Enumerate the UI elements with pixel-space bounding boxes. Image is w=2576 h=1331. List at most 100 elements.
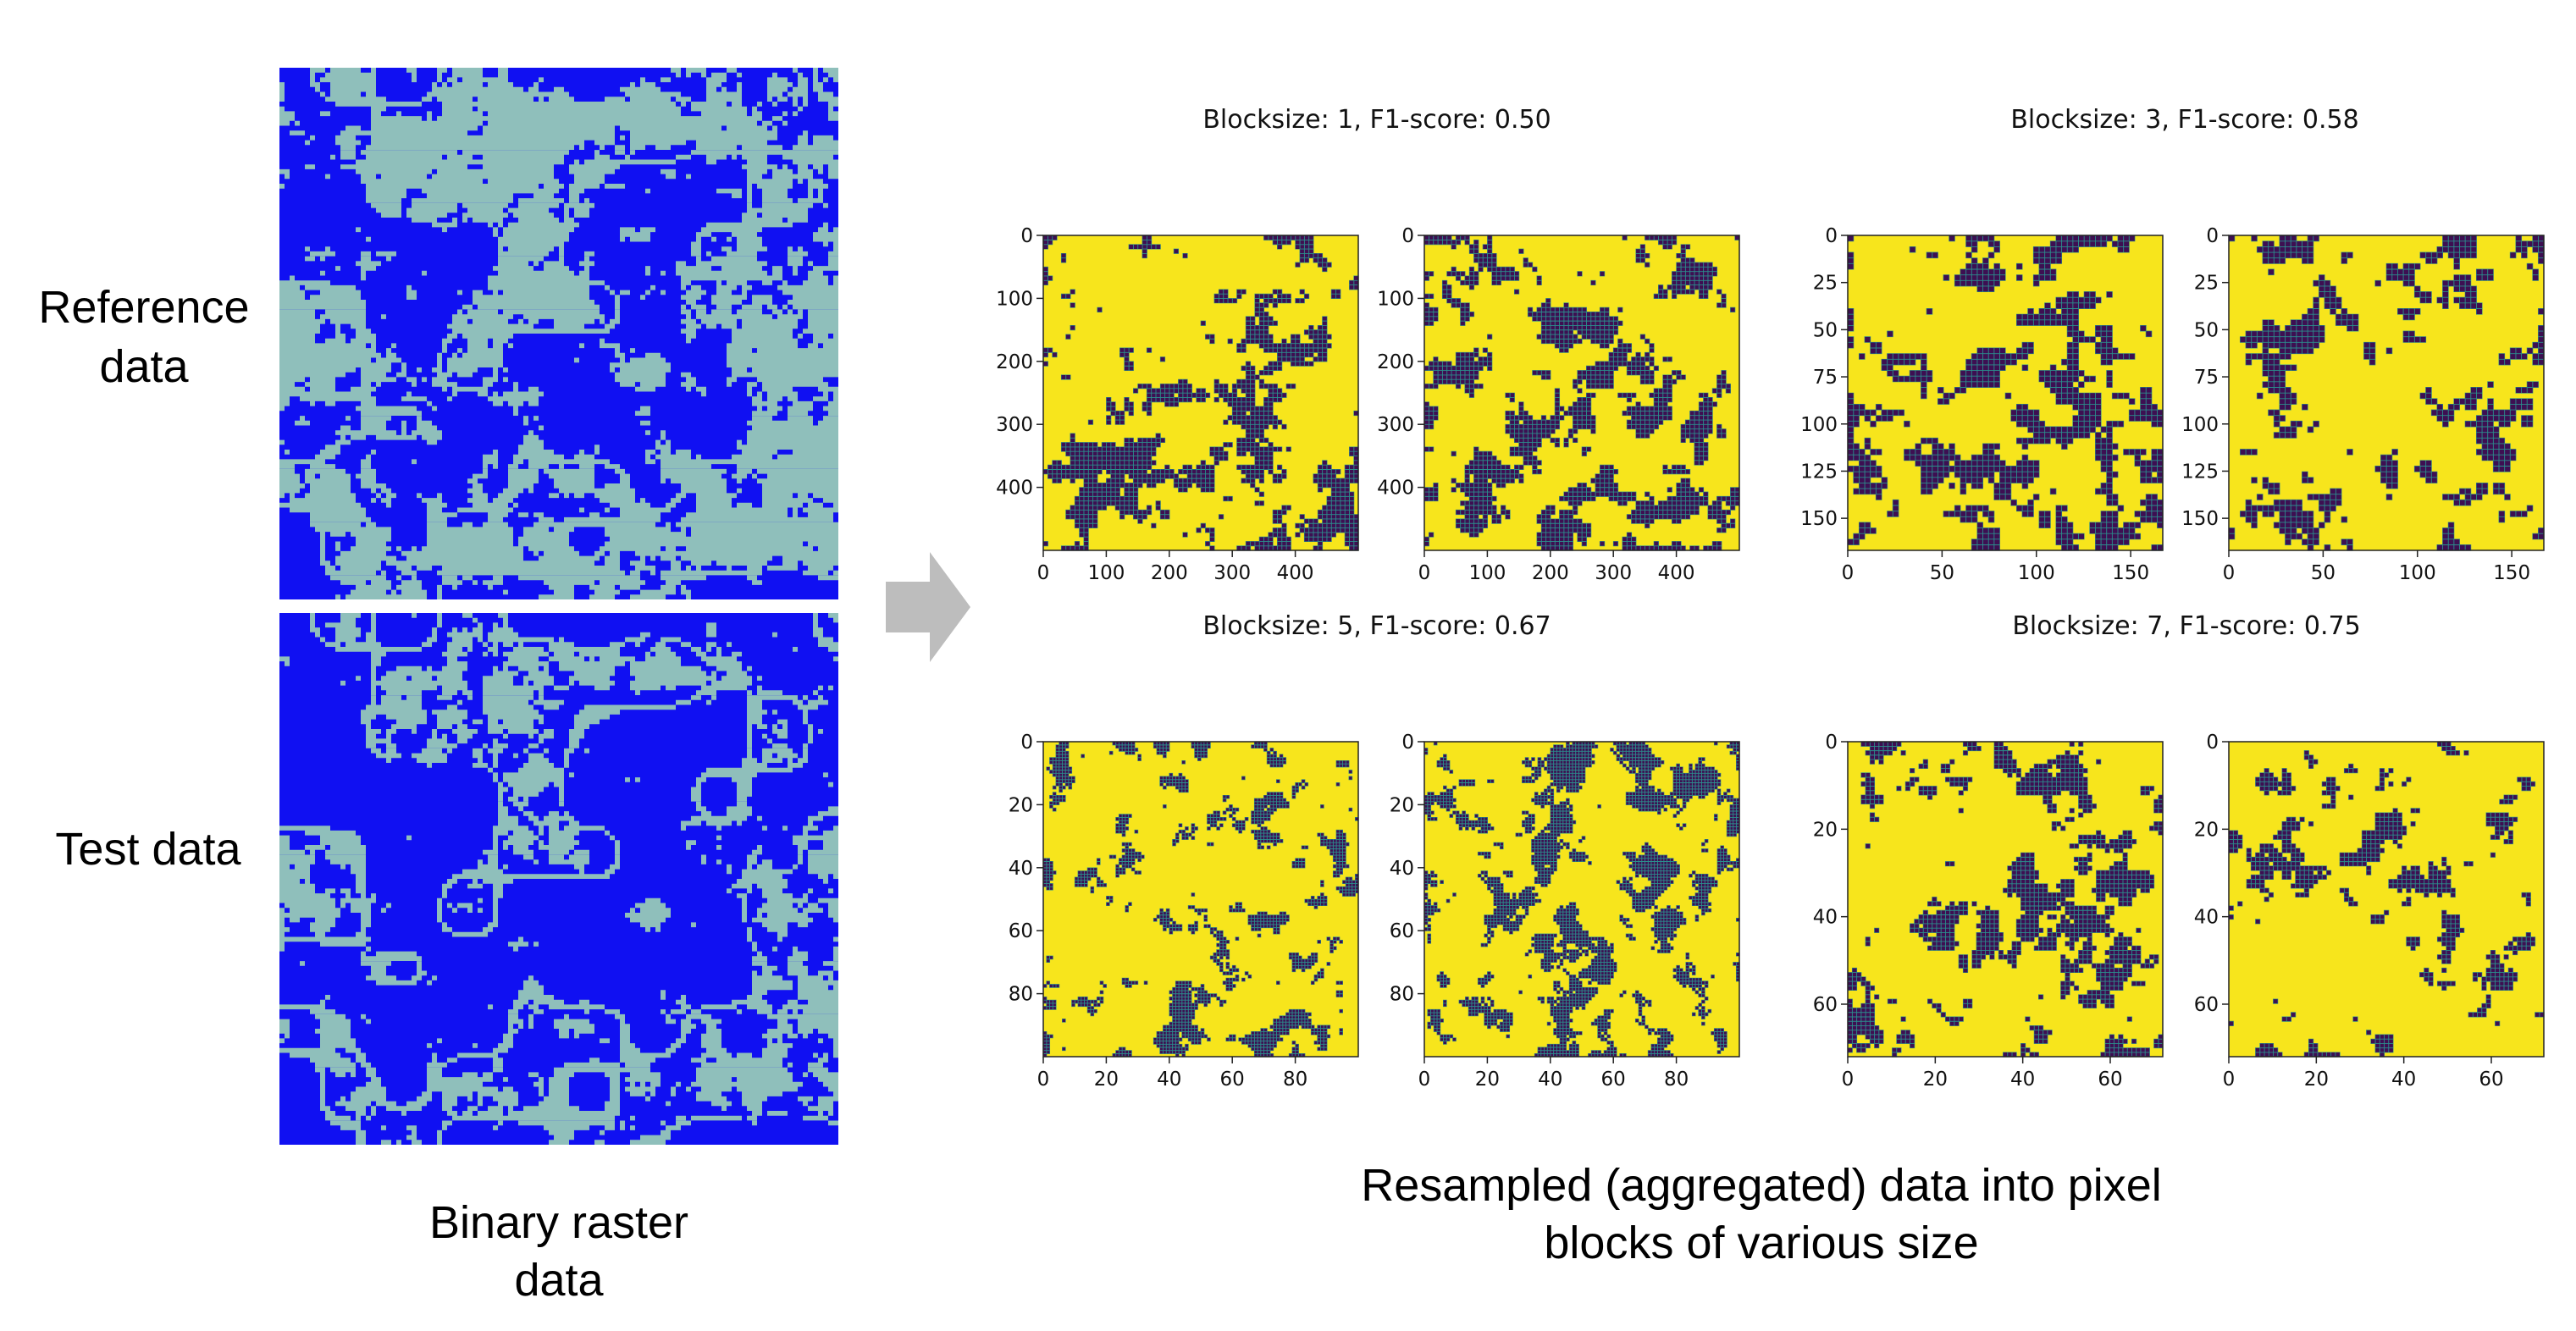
y-tick-label: 20	[1390, 794, 1414, 816]
x-tick-label: 150	[2112, 562, 2149, 584]
binary-raster-caption: Binary raster data	[356, 1194, 762, 1309]
x-tick-label: 0	[2223, 562, 2236, 584]
plot-cells	[1042, 741, 1359, 1058]
x-tick-label: 400	[1658, 562, 1695, 584]
x-tick-label: 0	[1037, 1069, 1050, 1091]
raster-cells	[279, 613, 838, 1145]
plot-cells	[1847, 235, 2164, 551]
y-tick-label: 0	[1020, 732, 1033, 754]
y-tick-label: 60	[2194, 994, 2219, 1016]
plot-blocksize-7-test: 0 20 40 60 0 20 40 60	[2194, 732, 2545, 1091]
plot-frame	[1847, 741, 2164, 1058]
resampled-caption-line2: blocks of various size	[1544, 1218, 1979, 1268]
plot-frame	[1423, 741, 1740, 1058]
test-raster	[279, 613, 838, 1145]
y-tick-label: 75	[2194, 367, 2219, 389]
y-tick-label: 300	[1377, 414, 1414, 436]
y-tick-label: 400	[1377, 478, 1414, 500]
x-tick-label: 40	[2010, 1069, 2035, 1091]
x-tick-label: 200	[1532, 562, 1569, 584]
x-tick-label: 0	[1037, 562, 1050, 584]
y-tick-label: 400	[996, 478, 1033, 500]
plot-frame	[1042, 741, 1359, 1058]
y-tick-label: 60	[1813, 994, 1838, 1016]
x-tick-label: 40	[1538, 1069, 1562, 1091]
group-title-blocksize-5: Blocksize: 5, F1-score: 0.67	[1202, 611, 1551, 641]
y-tick-label: 20	[2194, 819, 2219, 841]
x-tick-label: 80	[1283, 1069, 1307, 1091]
x-tick-label: 20	[1923, 1069, 1948, 1091]
y-tick-label: 0	[2206, 225, 2219, 247]
x-tick-label: 80	[1664, 1069, 1689, 1091]
plot-cells	[1423, 235, 1740, 551]
plot-frame	[2228, 741, 2545, 1058]
y-tick-label: 100	[2181, 414, 2219, 436]
plot-blocksize-3-test: 0 50 100 150 0 25 50 75 100 125 150	[2181, 225, 2545, 584]
x-tick-label: 150	[2493, 562, 2530, 584]
plot-blocksize-1-test: 0 100 200 300 400 0 100 200 300 400	[1377, 225, 1740, 584]
y-tick-label: 200	[1377, 351, 1414, 373]
y-tick-label: 0	[1401, 732, 1414, 754]
x-tick-label: 0	[1418, 562, 1431, 584]
raster-cells	[279, 68, 838, 599]
y-tick-label: 75	[1813, 367, 1838, 389]
group-title-blocksize-1: Blocksize: 1, F1-score: 0.50	[1202, 105, 1551, 135]
reference-data-label-line1: Reference	[38, 282, 250, 333]
plot-cells	[1042, 235, 1359, 551]
x-tick-label: 60	[2479, 1069, 2503, 1091]
x-tick-label: 40	[2391, 1069, 2416, 1091]
x-tick-label: 60	[1220, 1069, 1245, 1091]
plot-blocksize-5-reference: 0 20 40 60 80 0 20 40 60 80	[1009, 732, 1359, 1091]
y-tick-label: 300	[996, 414, 1033, 436]
y-tick-label: 0	[1825, 225, 1838, 247]
resampled-caption: Resampled (aggregated) data into pixel b…	[1236, 1157, 2286, 1272]
binary-raster-caption-line2: data	[514, 1255, 604, 1306]
y-tick-label: 20	[1813, 819, 1838, 841]
x-tick-label: 0	[1418, 1069, 1431, 1091]
y-tick-label: 0	[1825, 732, 1838, 754]
plot-blocksize-7-reference: 0 20 40 60 0 20 40 60	[1813, 732, 2164, 1091]
x-tick-label: 100	[2018, 562, 2055, 584]
y-tick-label: 200	[996, 351, 1033, 373]
plot-frame	[1042, 235, 1359, 551]
group-title-blocksize-3: Blocksize: 3, F1-score: 0.58	[2010, 105, 2359, 135]
plot-cells	[1423, 741, 1740, 1058]
y-tick-label: 100	[1800, 414, 1838, 436]
y-tick-label: 150	[1800, 508, 1838, 530]
binary-raster-caption-line1: Binary raster	[428, 1197, 689, 1248]
plot-blocksize-3-reference: 0 50 100 150 0 25 50 75 100 125 150	[1800, 225, 2164, 584]
x-tick-label: 20	[1475, 1069, 1500, 1091]
y-tick-label: 40	[1390, 858, 1414, 880]
y-tick-label: 40	[1009, 858, 1033, 880]
x-tick-label: 400	[1277, 562, 1314, 584]
y-tick-label: 150	[2181, 508, 2219, 530]
y-tick-label: 100	[1377, 288, 1414, 310]
test-data-label: Test data	[55, 824, 241, 875]
y-tick-label: 40	[2194, 907, 2219, 929]
plot-frame	[1423, 235, 1740, 551]
x-tick-label: 100	[2399, 562, 2436, 584]
resampled-caption-line1: Resampled (aggregated) data into pixel	[1361, 1160, 2162, 1211]
y-tick-label: 0	[1020, 225, 1033, 247]
plot-cells	[1847, 741, 2164, 1058]
y-tick-label: 100	[996, 288, 1033, 310]
y-tick-label: 20	[1009, 794, 1033, 816]
group-title-blocksize-7: Blocksize: 7, F1-score: 0.75	[2012, 611, 2361, 641]
reference-data-label: Reference data	[17, 278, 271, 396]
x-tick-label: 20	[1094, 1069, 1119, 1091]
x-tick-label: 50	[1930, 562, 1954, 584]
y-tick-label: 40	[1813, 907, 1838, 929]
reference-data-label-line2: data	[99, 341, 189, 392]
x-tick-label: 60	[2098, 1069, 2122, 1091]
y-tick-label: 50	[1813, 319, 1838, 341]
x-tick-label: 100	[1468, 562, 1506, 584]
plot-cells	[2228, 235, 2545, 551]
y-tick-label: 125	[2181, 461, 2219, 483]
x-tick-label: 0	[1842, 1069, 1855, 1091]
x-tick-label: 300	[1213, 562, 1251, 584]
plot-frame	[1847, 235, 2164, 551]
y-tick-label: 125	[1800, 461, 1838, 483]
x-tick-label: 200	[1151, 562, 1188, 584]
plot-blocksize-1-reference: 0 100 200 300 400 0 100 200 300 400	[996, 225, 1359, 584]
x-tick-label: 40	[1157, 1069, 1181, 1091]
